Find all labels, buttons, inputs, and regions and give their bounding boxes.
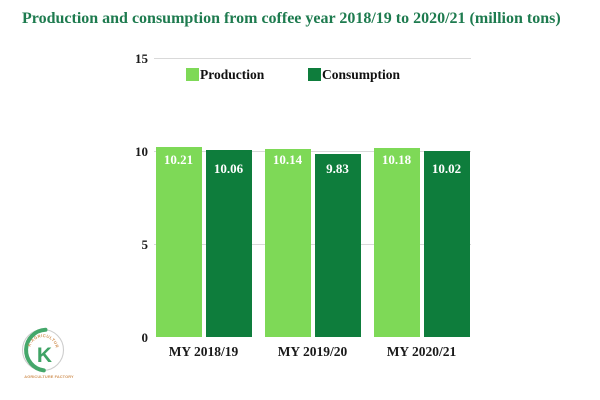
bar-consumption-my-2020-21: 10.02 [423, 150, 470, 338]
x-axis-label-1: MY 2018/19 [168, 343, 239, 359]
x-axis-label-3: MY 2020/21 [386, 343, 457, 359]
legend-swatch-consumption [308, 68, 321, 81]
chart-title: Production and consumption from coffee y… [22, 10, 561, 27]
bar-value-label: 10.18 [381, 152, 412, 168]
legend-label: Consumption [322, 66, 401, 82]
company-logo: K-AGRICULTURE K AGRICULTURE FACTORY [15, 315, 74, 379]
y-axis-tick-15: 15 [135, 50, 148, 66]
legend-label: Production [200, 66, 265, 82]
bar-consumption-my-2018-19: 10.06 [205, 150, 252, 338]
gridline-y10 [154, 150, 471, 152]
bar-consumption-my-2019-20: 9.83 [314, 154, 361, 338]
bar-value-label: 9.83 [326, 161, 349, 177]
bar-value-label: 10.14 [272, 152, 303, 168]
logo-letter: K [37, 344, 52, 367]
logo-crescent [24, 327, 48, 373]
bar-production-my-2018-19: 10.21 [155, 147, 202, 338]
gridline-y5 [154, 243, 471, 245]
bar-production-my-2019-20: 10.14 [264, 148, 311, 338]
y-axis-tick-5: 5 [141, 236, 149, 252]
bar-production-my-2020-21: 10.18 [373, 147, 420, 338]
gridline-y15 [154, 57, 471, 59]
bar-value-label: 10.21 [163, 152, 194, 168]
bar-value-label: 10.02 [431, 161, 462, 177]
x-axis-label-2: MY 2019/20 [277, 343, 348, 359]
y-axis-tick-10: 10 [135, 143, 148, 159]
bar-value-label: 10.06 [213, 161, 244, 177]
legend-swatch-production [186, 68, 199, 81]
y-axis-tick-0: 0 [141, 330, 149, 345]
logo-caption: AGRICULTURE FACTORY [24, 374, 74, 379]
